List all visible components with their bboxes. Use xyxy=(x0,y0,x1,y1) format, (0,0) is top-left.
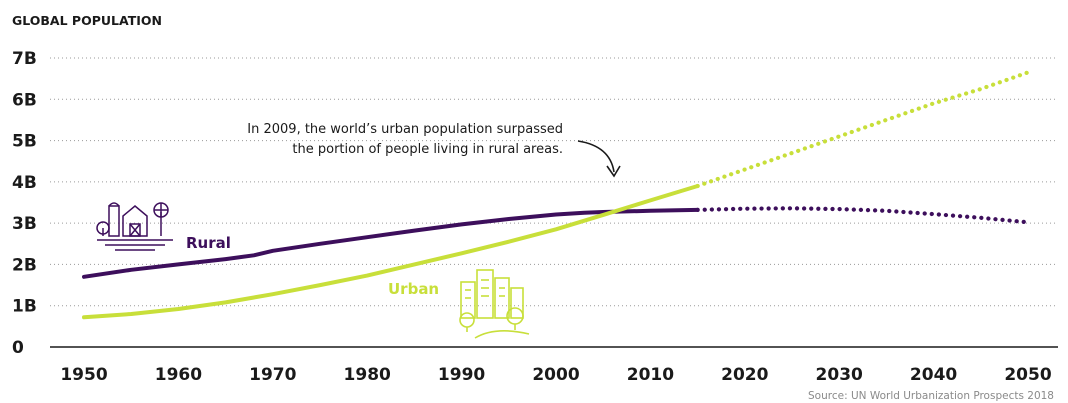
farm-icon xyxy=(96,202,173,251)
y-tick-label: 0 xyxy=(12,338,24,358)
chart-title: GLOBAL POPULATION xyxy=(12,13,162,28)
y-tick-label: 3B xyxy=(12,214,37,234)
series-line-urban-projection xyxy=(695,70,1031,189)
y-axis: 0 1B 2B 3B 4B 5B 6B 7B xyxy=(12,49,37,358)
y-tick-label: 1B xyxy=(12,297,37,317)
y-tick-label: 4B xyxy=(12,173,37,193)
annotation-arrowhead xyxy=(606,165,621,178)
x-tick-label: 1970 xyxy=(249,365,296,385)
x-tick-label: 2000 xyxy=(532,365,579,385)
x-tick-label: 1960 xyxy=(155,365,202,385)
city-icon xyxy=(459,269,530,339)
annotation-arrow xyxy=(577,140,615,173)
x-tick-label: 2050 xyxy=(1004,365,1051,385)
series-label-urban: Urban xyxy=(388,280,439,298)
x-tick-label: 1990 xyxy=(438,365,485,385)
x-axis: 1950 1960 1970 1980 1990 2000 2010 2020 2030 2040… xyxy=(60,365,1051,385)
series-line-rural xyxy=(82,207,700,279)
series-line-urban xyxy=(82,184,700,320)
x-tick-label: 2010 xyxy=(627,365,674,385)
x-tick-label: 2020 xyxy=(721,365,768,385)
x-tick-label: 1950 xyxy=(60,365,107,385)
y-tick-label: 7B xyxy=(12,49,37,69)
x-tick-label: 1980 xyxy=(344,365,391,385)
y-tick-label: 5B xyxy=(12,132,37,152)
y-tick-label: 6B xyxy=(12,90,37,110)
x-tick-label: 2030 xyxy=(816,365,863,385)
source-note: Source: UN World Urbanization Prospects … xyxy=(808,390,1054,402)
y-tick-label: 2B xyxy=(12,255,37,275)
series-lines xyxy=(82,70,1031,320)
series-line-rural-projection xyxy=(695,206,1031,225)
annotation-line-2: the portion of people living in rural ar… xyxy=(292,142,563,157)
x-tick-label: 2040 xyxy=(910,365,957,385)
grid-lines xyxy=(50,57,1058,348)
series-label-rural: Rural xyxy=(186,234,231,252)
annotation-line-1: In 2009, the world’s urban population su… xyxy=(247,122,563,137)
